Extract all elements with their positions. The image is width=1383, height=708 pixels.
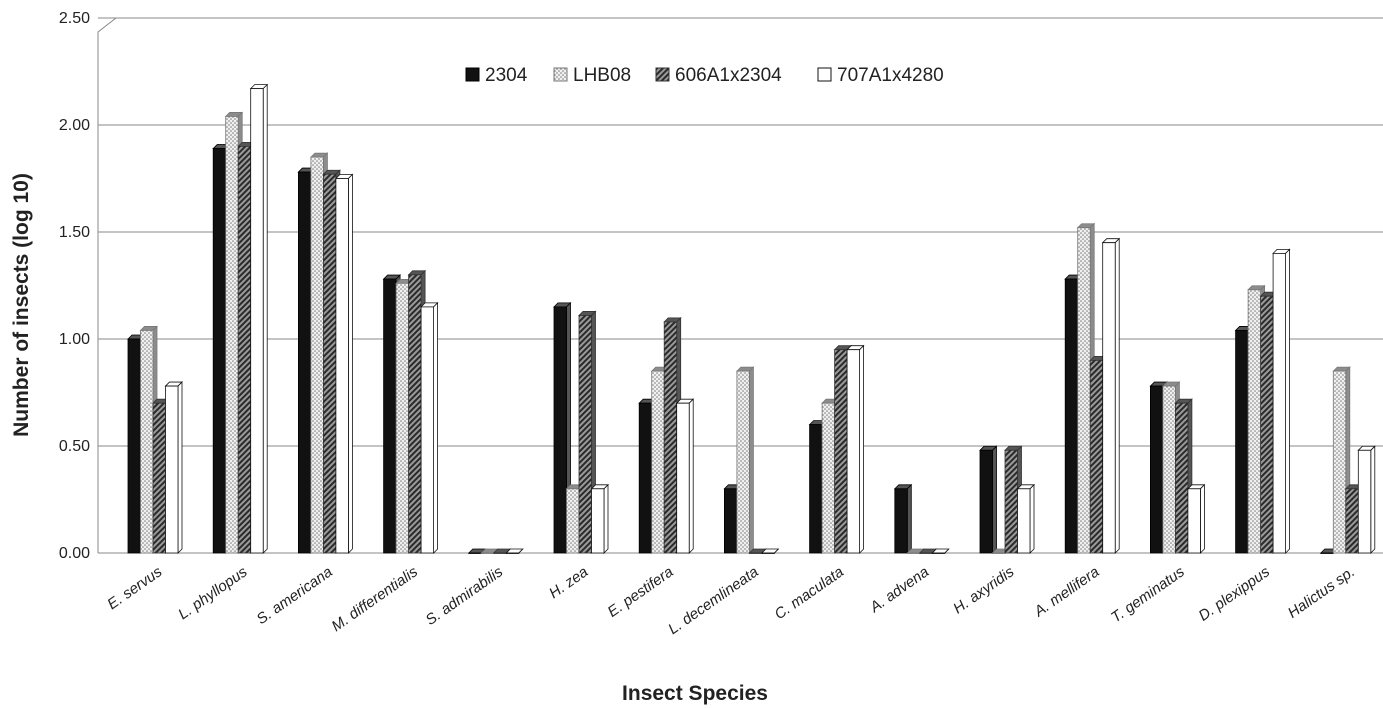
bar <box>334 173 354 554</box>
legend-label: 606A1x2304 <box>675 65 782 86</box>
legend-label: LHB08 <box>573 65 631 86</box>
x-tick-label: H. zea <box>546 563 591 602</box>
bar <box>249 83 269 554</box>
y-tick-label: 0.00 <box>59 545 90 562</box>
x-tick-label: D. plexippus <box>1196 563 1274 625</box>
x-tick-label: S. admirabilis <box>423 563 507 629</box>
bar <box>931 548 950 554</box>
x-tick-label: S. americana <box>254 563 336 628</box>
bar <box>1016 483 1035 554</box>
legend-item: 707A1x4280 <box>817 65 944 86</box>
y-tick-label: 1.00 <box>59 331 90 348</box>
legend-swatch <box>817 67 832 82</box>
y-tick-label: 2.00 <box>59 117 90 134</box>
bar <box>1186 483 1206 554</box>
y-axis-line <box>97 17 117 553</box>
bar <box>420 301 439 554</box>
x-tick-label: T. geminatus <box>1108 563 1188 626</box>
y-tick-label: 2.50 <box>59 10 90 27</box>
y-tick-label: 1.50 <box>59 224 90 241</box>
bar <box>1101 237 1121 554</box>
legend-label: 2304 <box>485 65 528 86</box>
x-tick-label: C. maculata <box>772 563 847 623</box>
legend-item: 2304 <box>465 65 528 86</box>
legend-item: 606A1x2304 <box>655 65 782 86</box>
x-tick-label: Halictus sp. <box>1285 563 1358 621</box>
legend-swatch <box>655 67 670 82</box>
bar <box>1357 445 1376 554</box>
legend-label: 707A1x4280 <box>837 65 944 86</box>
bar <box>675 398 695 554</box>
bar <box>505 548 524 554</box>
legend-swatch <box>553 67 568 82</box>
x-tick-label: H. axyridis <box>950 563 1018 617</box>
x-tick-label: M. differentialis <box>329 563 422 635</box>
y-tick-label: 0.50 <box>59 438 90 455</box>
bar <box>164 381 183 554</box>
x-tick-label: L. decemlineata <box>665 563 762 638</box>
legend-item: LHB08 <box>553 65 631 86</box>
x-tick-label: E. pestifera <box>605 563 677 620</box>
bar <box>760 548 780 554</box>
legend: 2304 LHB08 606A1x2304 707A1x4280 <box>465 65 944 86</box>
x-tick-label: A. advena <box>866 563 932 616</box>
bar <box>1272 248 1291 554</box>
y-axis-title: Number of insects (log 10) <box>10 173 33 437</box>
bar <box>735 366 755 554</box>
x-axis-title: Insect Species <box>622 682 768 705</box>
legend-swatch <box>465 67 480 82</box>
bar <box>590 483 609 554</box>
bar <box>846 344 865 554</box>
x-tick-label: L. phyllopus <box>175 563 251 623</box>
bar <box>893 483 913 554</box>
x-tick-label: A. mellifera <box>1030 563 1102 621</box>
x-tick-label: E. servus <box>104 563 165 613</box>
bar <box>979 445 998 554</box>
